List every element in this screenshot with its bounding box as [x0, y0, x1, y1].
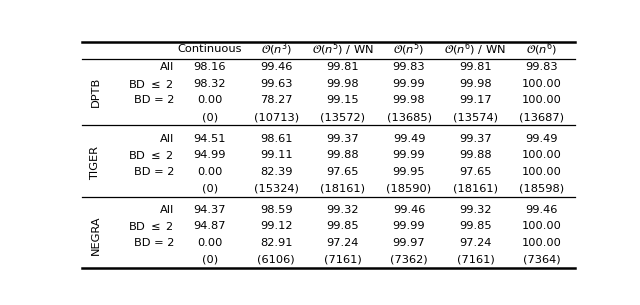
- Text: BD = 2: BD = 2: [134, 167, 174, 177]
- Text: 99.11: 99.11: [260, 150, 292, 160]
- Text: 99.32: 99.32: [326, 205, 359, 215]
- Text: (13687): (13687): [519, 112, 564, 122]
- Text: 99.63: 99.63: [260, 79, 292, 89]
- Text: 99.95: 99.95: [393, 167, 426, 177]
- Text: 0.00: 0.00: [197, 95, 223, 106]
- Text: 99.83: 99.83: [525, 62, 558, 72]
- Text: 99.88: 99.88: [459, 150, 492, 160]
- Text: (0): (0): [202, 255, 218, 265]
- Text: BD = 2: BD = 2: [134, 238, 174, 248]
- Text: 99.37: 99.37: [326, 134, 359, 144]
- Text: 99.49: 99.49: [393, 134, 426, 144]
- Text: (10713): (10713): [253, 112, 299, 122]
- Text: 99.98: 99.98: [326, 79, 359, 89]
- Text: (18161): (18161): [453, 183, 498, 193]
- Text: 99.81: 99.81: [459, 62, 492, 72]
- Text: 98.59: 98.59: [260, 205, 292, 215]
- Text: 100.00: 100.00: [522, 150, 562, 160]
- Text: 99.99: 99.99: [393, 79, 426, 89]
- Text: (6106): (6106): [257, 255, 295, 265]
- Text: 99.17: 99.17: [459, 95, 492, 106]
- Text: BD $\leq$ 2: BD $\leq$ 2: [129, 221, 174, 232]
- Text: 99.32: 99.32: [459, 205, 492, 215]
- Text: 99.49: 99.49: [525, 134, 558, 144]
- Text: 100.00: 100.00: [522, 221, 562, 231]
- Text: 100.00: 100.00: [522, 95, 562, 106]
- Text: (15324): (15324): [254, 183, 299, 193]
- Text: 99.88: 99.88: [326, 150, 359, 160]
- Text: TIGER: TIGER: [90, 146, 100, 181]
- Text: 99.85: 99.85: [326, 221, 359, 231]
- Text: 94.37: 94.37: [194, 205, 226, 215]
- Text: (7161): (7161): [456, 255, 494, 265]
- Text: 97.65: 97.65: [326, 167, 359, 177]
- Text: $\mathcal{O}(n^6)$: $\mathcal{O}(n^6)$: [526, 41, 557, 58]
- Text: Continuous: Continuous: [178, 45, 242, 54]
- Text: (18598): (18598): [519, 183, 564, 193]
- Text: 97.65: 97.65: [459, 167, 492, 177]
- Text: 100.00: 100.00: [522, 238, 562, 248]
- Text: $\mathcal{O}(n^3)$: $\mathcal{O}(n^3)$: [260, 41, 292, 58]
- Text: All: All: [160, 62, 174, 72]
- Text: 0.00: 0.00: [197, 238, 223, 248]
- Text: 97.24: 97.24: [326, 238, 359, 248]
- Text: 99.15: 99.15: [326, 95, 359, 106]
- Text: 98.32: 98.32: [194, 79, 226, 89]
- Text: $\mathcal{O}(n^6)$ / WN: $\mathcal{O}(n^6)$ / WN: [444, 41, 506, 58]
- Text: 99.98: 99.98: [459, 79, 492, 89]
- Text: 82.39: 82.39: [260, 167, 292, 177]
- Text: 98.61: 98.61: [260, 134, 292, 144]
- Text: BD = 2: BD = 2: [134, 95, 174, 106]
- Text: 99.85: 99.85: [459, 221, 492, 231]
- Text: 98.16: 98.16: [194, 62, 226, 72]
- Text: BD $\leq$ 2: BD $\leq$ 2: [129, 149, 174, 161]
- Text: 94.99: 94.99: [194, 150, 226, 160]
- Text: 99.98: 99.98: [393, 95, 426, 106]
- Text: (7161): (7161): [324, 255, 362, 265]
- Text: 78.27: 78.27: [260, 95, 292, 106]
- Text: 99.46: 99.46: [393, 205, 425, 215]
- Text: 0.00: 0.00: [197, 167, 223, 177]
- Text: BD $\leq$ 2: BD $\leq$ 2: [129, 78, 174, 90]
- Text: (13574): (13574): [453, 112, 498, 122]
- Text: 82.91: 82.91: [260, 238, 292, 248]
- Text: (13685): (13685): [387, 112, 431, 122]
- Text: All: All: [160, 134, 174, 144]
- Text: (13572): (13572): [320, 112, 365, 122]
- Text: All: All: [160, 205, 174, 215]
- Text: (0): (0): [202, 112, 218, 122]
- Text: 99.12: 99.12: [260, 221, 292, 231]
- Text: 99.99: 99.99: [393, 150, 426, 160]
- Text: 99.81: 99.81: [326, 62, 359, 72]
- Text: 97.24: 97.24: [460, 238, 492, 248]
- Text: (0): (0): [202, 183, 218, 193]
- Text: NEGRA: NEGRA: [90, 215, 100, 254]
- Text: 99.37: 99.37: [459, 134, 492, 144]
- Text: 99.46: 99.46: [525, 205, 558, 215]
- Text: DPTB: DPTB: [90, 77, 100, 107]
- Text: 99.99: 99.99: [393, 221, 426, 231]
- Text: 94.51: 94.51: [194, 134, 226, 144]
- Text: (7362): (7362): [390, 255, 428, 265]
- Text: 99.46: 99.46: [260, 62, 292, 72]
- Text: 100.00: 100.00: [522, 167, 562, 177]
- Text: 100.00: 100.00: [522, 79, 562, 89]
- Text: (7364): (7364): [523, 255, 561, 265]
- Text: $\mathcal{O}(n^5)$ / WN: $\mathcal{O}(n^5)$ / WN: [312, 41, 374, 58]
- Text: (18161): (18161): [320, 183, 365, 193]
- Text: 99.97: 99.97: [393, 238, 426, 248]
- Text: (18590): (18590): [387, 183, 431, 193]
- Text: 94.87: 94.87: [194, 221, 226, 231]
- Text: $\mathcal{O}(n^5)$: $\mathcal{O}(n^5)$: [394, 41, 425, 58]
- Text: 99.83: 99.83: [393, 62, 426, 72]
